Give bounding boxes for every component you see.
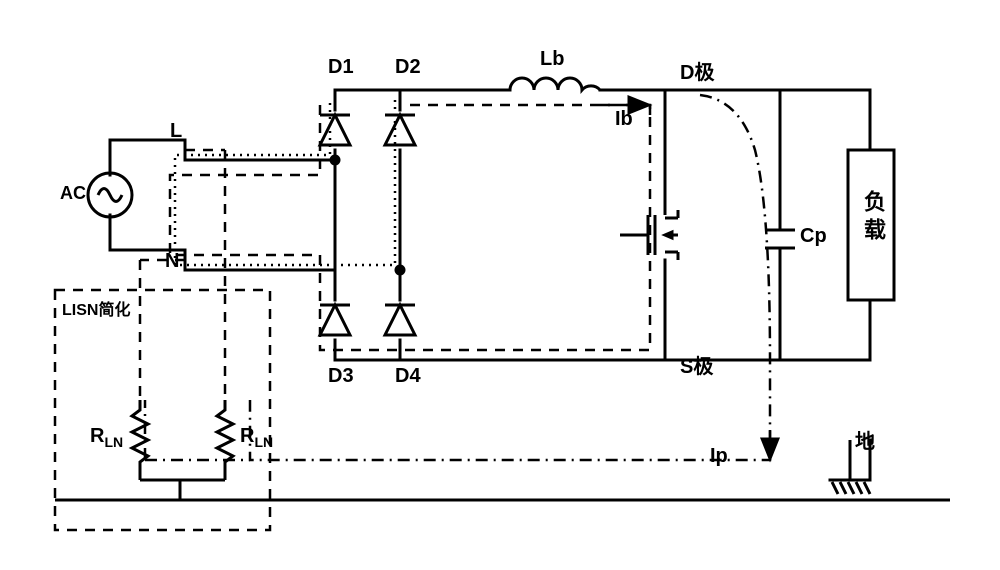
- circuit-diagram: D1 D2 Lb D极 S极 D3 D4 L N AC Cp 地 LISN简化 …: [0, 0, 1000, 570]
- ac-source: [88, 173, 132, 217]
- label-lb: Lb: [540, 48, 564, 71]
- dashdot-group: [145, 95, 770, 460]
- label-d4: D4: [395, 365, 421, 388]
- label-load: 负载: [857, 190, 889, 246]
- label-l: L: [170, 120, 182, 143]
- label-ground: 地: [855, 425, 875, 454]
- ground-symbol: [832, 470, 870, 494]
- cap-cp: [765, 220, 795, 260]
- label-ib: Ib: [615, 108, 633, 131]
- circuit-svg: [0, 0, 1000, 570]
- dotted-group: [175, 100, 395, 265]
- label-lisn: LISN简化: [62, 296, 130, 320]
- dashed-group: [55, 105, 650, 530]
- label-n: N: [165, 250, 179, 273]
- label-d2: D2: [395, 56, 421, 79]
- resistors: [132, 400, 233, 500]
- label-ac: AC: [60, 183, 86, 204]
- label-ip: Ip: [710, 445, 728, 468]
- label-cp: Cp: [800, 225, 827, 248]
- label-spole: S极: [680, 350, 713, 379]
- label-rln2: RLN: [240, 425, 273, 450]
- label-d3: D3: [328, 365, 354, 388]
- label-dpole: D极: [680, 56, 714, 85]
- inductor-lb: [510, 78, 600, 90]
- label-d1: D1: [328, 56, 354, 79]
- label-rln1: RLN: [90, 425, 123, 450]
